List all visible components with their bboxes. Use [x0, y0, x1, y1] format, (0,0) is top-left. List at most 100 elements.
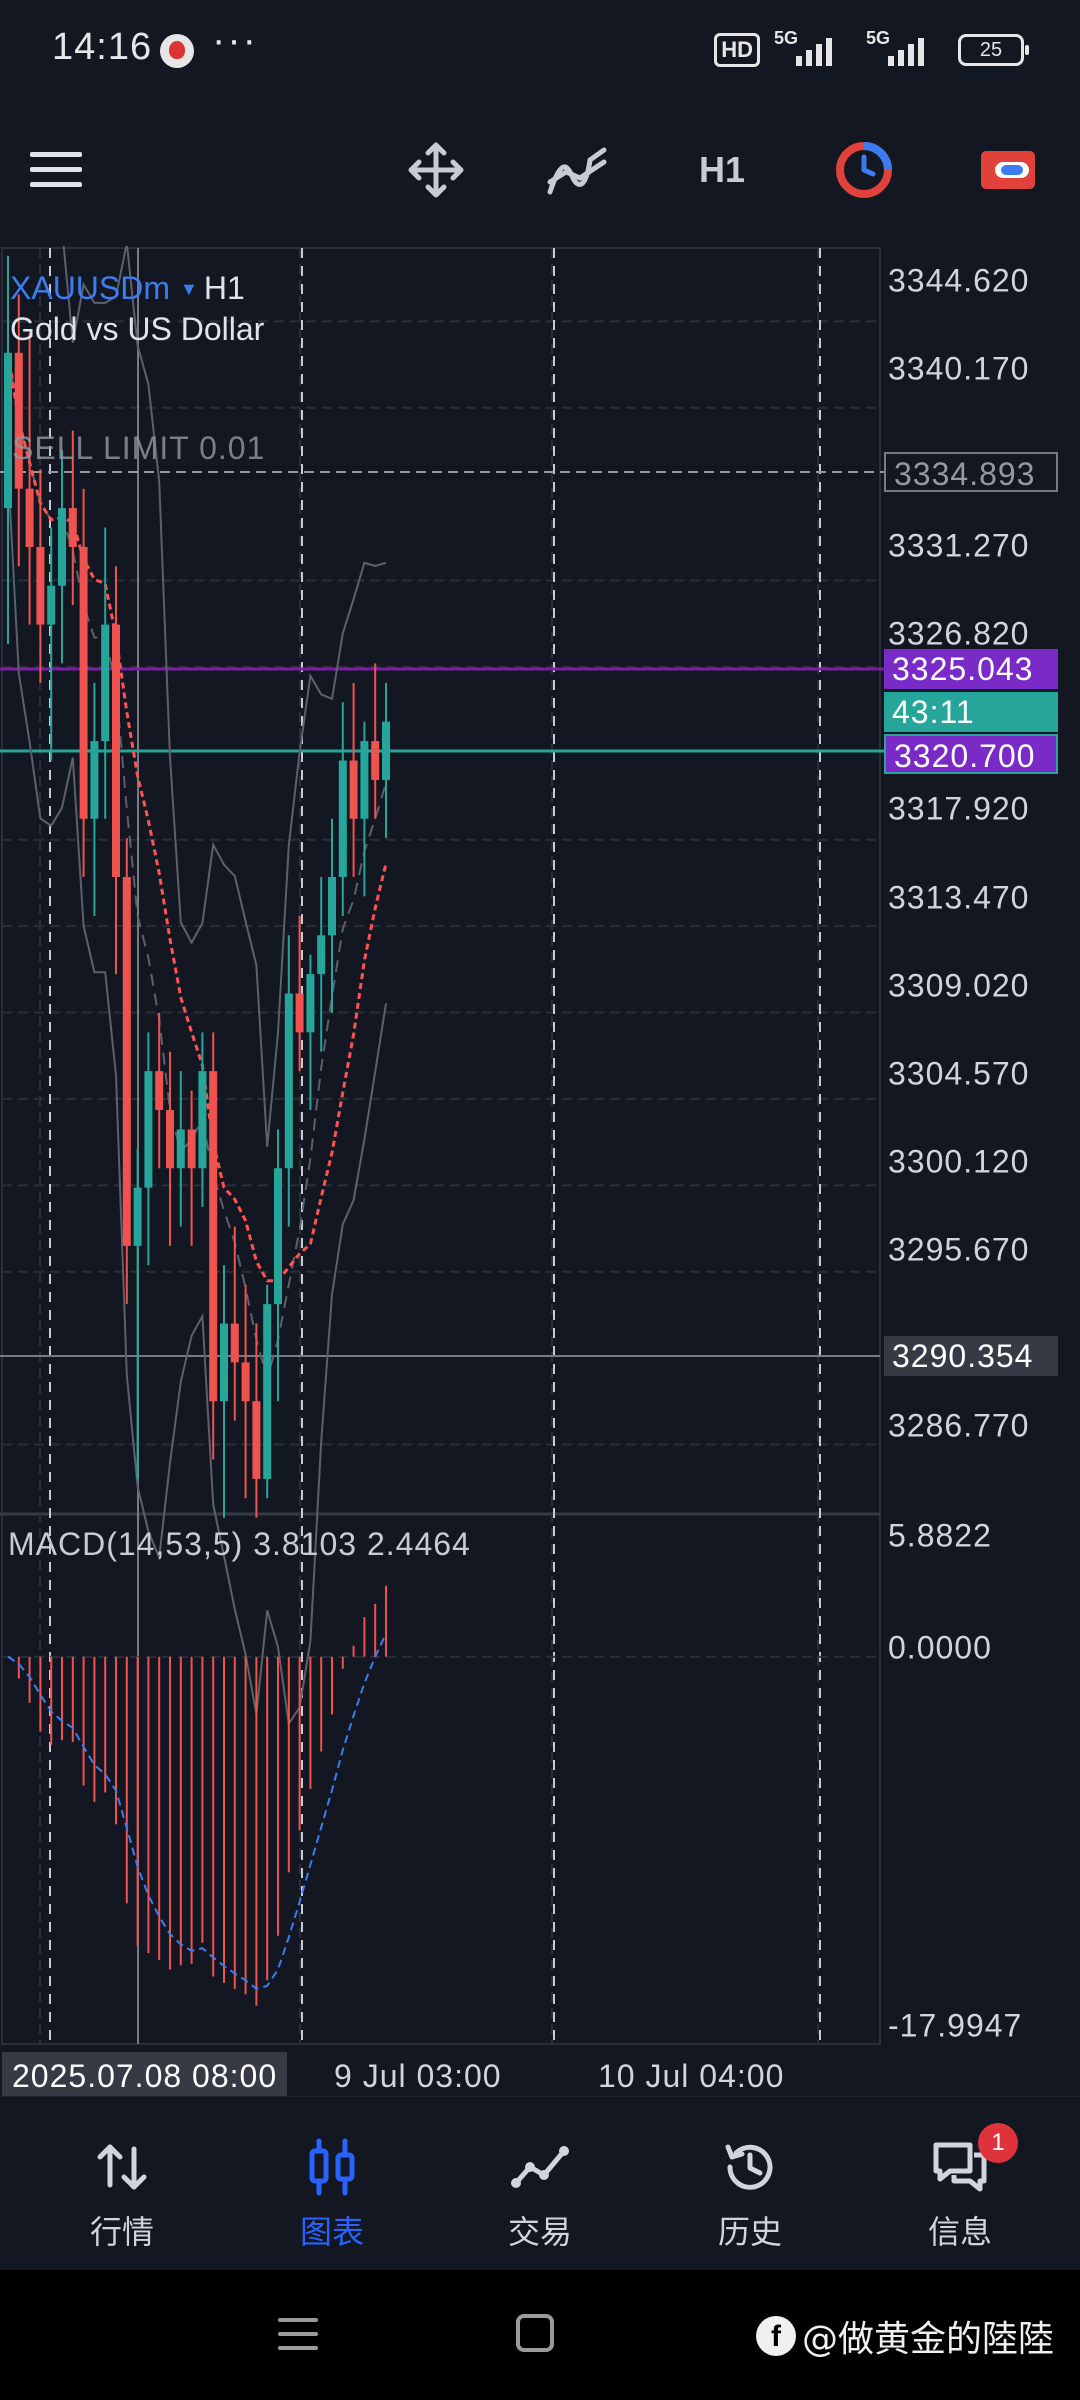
symbol-name[interactable]: XAUUSDm [10, 270, 171, 306]
candle-body [14, 352, 23, 489]
price-tick: 3309.020 [888, 967, 1030, 1004]
candle-body [176, 1129, 185, 1169]
legend-timeframe: H1 [203, 270, 245, 306]
network-type-1: 5G [774, 28, 799, 48]
sell-limit-order-label[interactable]: SELL LIMIT 0.01 [12, 430, 266, 466]
candle-body [241, 1362, 250, 1402]
macd-legend[interactable]: MACD(14,53,5) 3.8103 2.4464 [8, 1526, 471, 1562]
bar-countdown-tag: 43:11 [884, 692, 1058, 732]
macd-tick: -17.9947 [888, 2007, 1023, 2044]
crosshair-price-tag: 3290.354 [884, 1336, 1058, 1376]
candle-body [25, 488, 34, 547]
notification-app-icon [160, 34, 194, 68]
candle-body [101, 624, 110, 742]
upper-band-line [62, 246, 387, 1147]
chart-area[interactable]: XAUUSDm ▼ H1 Gold vs US Dollar SELL LIMIT … [0, 246, 1080, 2100]
watermark-text: @做黄金的陸陸 [802, 2319, 1055, 2360]
candle-body [263, 1304, 272, 1479]
nav-label: 行情 [89, 2214, 154, 2250]
candle-body [4, 352, 12, 509]
candle-body [274, 1168, 282, 1305]
candle-body [306, 974, 315, 1033]
price-axis[interactable]: 3344.620 3340.170 3331.270 3326.820 3317… [888, 246, 1080, 2046]
candle-body [187, 1129, 196, 1169]
price-tick: 3344.620 [888, 262, 1030, 299]
candle-body [220, 1323, 228, 1402]
candle-body [36, 546, 45, 625]
home-icon[interactable] [516, 2314, 554, 2352]
battery-icon: 25 [958, 34, 1029, 66]
status-time: 14:16 [52, 26, 153, 68]
price-tick: 3304.570 [888, 1055, 1030, 1092]
account-icon[interactable] [978, 140, 1038, 200]
symbol-description: Gold vs US Dollar [10, 311, 265, 347]
sell-limit-price-tag[interactable]: 3334.893 [884, 452, 1058, 492]
history-icon [725, 2144, 773, 2190]
candle-body [68, 508, 77, 547]
price-tick: 3340.170 [888, 350, 1030, 387]
timeframe-button[interactable]: H1 [698, 149, 746, 190]
price-tick: 3300.120 [888, 1143, 1030, 1180]
facebook-logo-icon: f [756, 2316, 796, 2356]
nav-messages[interactable]: 信息 1 [890, 2123, 1030, 2257]
candle-body [295, 993, 304, 1033]
system-navigation-bar: f @做黄金的陸陸 [0, 2270, 1080, 2400]
watermark: f @做黄金的陸陸 [756, 2310, 1054, 2362]
crosshair-move-icon[interactable] [404, 140, 468, 200]
macd-signal-line [7, 1633, 387, 1990]
signal-icon-1: 5G [774, 28, 852, 68]
candle-body [371, 741, 380, 780]
indicators-icon[interactable] [544, 140, 610, 200]
macd-tick: 5.8822 [888, 1517, 992, 1554]
candle-body [166, 1109, 174, 1169]
price-chart[interactable] [0, 246, 1080, 2046]
menu-icon[interactable] [26, 140, 86, 200]
unread-badge: 1 [978, 2123, 1018, 2163]
recent-apps-icon[interactable] [278, 2318, 318, 2360]
trade-icon [511, 2146, 569, 2188]
price-tick: 3313.470 [888, 879, 1030, 916]
candle-body [230, 1323, 239, 1363]
status-indicators: HD 5G 5G 25 [714, 28, 1029, 70]
chart-legend[interactable]: XAUUSDm ▼ H1 Gold vs US Dollar [10, 270, 264, 348]
price-tick: 3326.820 [888, 615, 1030, 652]
signal-icon-2: 5G [866, 28, 944, 68]
price-tick: 3295.670 [888, 1231, 1030, 1268]
candle-body [284, 993, 293, 1169]
order-price-tag[interactable]: 3325.043 [884, 649, 1058, 689]
candle-body [133, 1187, 142, 1246]
nav-label: 图表 [299, 2214, 364, 2250]
nav-trade[interactable]: 交易 [470, 2137, 610, 2257]
clock-icon[interactable] [834, 140, 894, 200]
bid-price-tag: 3320.700 [884, 734, 1058, 774]
candle-body [328, 877, 336, 936]
candle-body [79, 546, 88, 819]
nav-history[interactable]: 历史 [680, 2137, 820, 2257]
middle-band-line [7, 352, 387, 1383]
candle-body [90, 741, 99, 819]
bottom-navigation: 行情 图表 交易 历史 信息 1 [0, 2096, 1080, 2268]
nav-quotes[interactable]: 行情 [52, 2137, 192, 2257]
time-tick: 10 Jul 04:00 [598, 2058, 785, 2094]
nav-label: 交易 [507, 2214, 572, 2250]
network-type-2: 5G [866, 28, 891, 48]
nav-chart[interactable]: 图表 [262, 2137, 402, 2257]
chart-icon [309, 2138, 355, 2196]
symbol-dropdown-icon[interactable]: ▼ [180, 279, 198, 299]
moving-average-line [6, 352, 388, 1283]
candle-body [47, 585, 56, 625]
status-more-icon: ··· [212, 18, 258, 62]
chart-toolbar: H1 [0, 120, 1080, 220]
time-axis[interactable]: 2025.07.08 08:00 9 Jul 03:00 10 Jul 04:0… [0, 2052, 1080, 2100]
hd-voice-icon: HD [714, 33, 760, 67]
candle-body [382, 721, 390, 780]
time-tick: 9 Jul 03:00 [334, 2058, 502, 2094]
candle-body [144, 1071, 153, 1188]
candle-body [209, 1071, 218, 1402]
candle-body [122, 877, 131, 1246]
quotes-icon [97, 2144, 147, 2190]
macd-tick: 0.0000 [888, 1629, 992, 1666]
messages-icon [933, 2142, 987, 2192]
candle-body [112, 624, 120, 877]
